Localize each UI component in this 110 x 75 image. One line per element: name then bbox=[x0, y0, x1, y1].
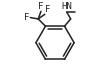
Text: F: F bbox=[45, 5, 51, 14]
Text: HN: HN bbox=[61, 2, 72, 11]
Text: F: F bbox=[38, 2, 43, 11]
Text: F: F bbox=[24, 13, 29, 22]
